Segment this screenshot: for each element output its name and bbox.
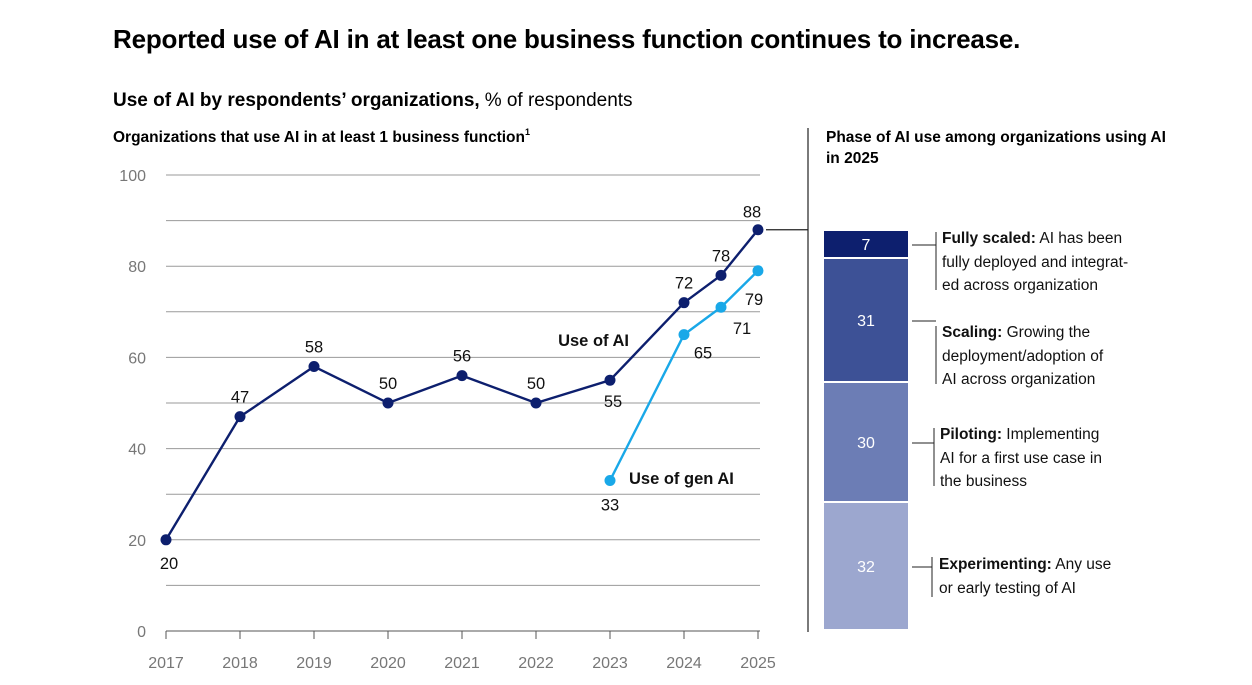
annotation-fully-scaled: Fully scaled: AI has been fully deployed … <box>942 227 1128 298</box>
annotation-fully-scaled-line-2: fully deployed and integrat- <box>942 253 1129 271</box>
ai-use-data-label: 88 <box>743 204 761 222</box>
x-tick-label: 2023 <box>592 655 628 672</box>
genai-use-point <box>604 475 616 487</box>
ai-use-point <box>456 370 468 382</box>
bar-segment-value: 7 <box>862 237 871 254</box>
x-tick-label: 2018 <box>222 655 258 672</box>
line-chart-heading-text: Organizations that use AI in at least 1 … <box>113 129 525 146</box>
subtitle-bold: Use of AI by respondents’ organizations, <box>113 90 480 111</box>
ai-use-data-label: 55 <box>604 393 622 411</box>
ai-use-data-label: 58 <box>305 339 323 357</box>
subtitle-unit: % of respondents <box>484 90 633 111</box>
y-tick-label: 20 <box>128 533 146 550</box>
x-tick-label: 2019 <box>296 655 332 672</box>
ai-use-point <box>308 361 320 373</box>
genai-use-data-label: 71 <box>733 320 751 338</box>
bar-segment-fully-scaled <box>824 231 908 257</box>
annotation-piloting-line-1: Implementing <box>1002 426 1100 443</box>
annotation-experimenting-line-2: or early testing of AI <box>939 579 1076 597</box>
ai-use-point <box>382 397 394 409</box>
x-tick-label: 2022 <box>518 655 554 672</box>
annotation-experimenting-label: Experimenting: <box>939 556 1052 573</box>
y-tick-label: 100 <box>119 168 146 185</box>
bar-segment-piloting <box>824 383 908 501</box>
annotation-experimenting: Experimenting: Any use or early testing o… <box>939 553 1111 600</box>
ai-use-point <box>752 224 764 236</box>
chart-title: Reported use of AI in at least one busin… <box>113 24 1021 54</box>
annotation-piloting-line-2: AI for a first use case in <box>940 449 1102 467</box>
annotation-piloting-line-3: the business <box>940 473 1028 490</box>
chart-subtitle: Use of AI by respondents’ organizations,… <box>113 90 633 112</box>
ai-use-data-label: 50 <box>527 375 545 393</box>
annotation-fully-scaled-line-3: ed across organization <box>942 277 1098 294</box>
annotation-experimenting-line-1: Any use <box>1051 556 1112 573</box>
genai-use-line <box>608 269 759 482</box>
genai-use-data-label: 65 <box>694 345 712 363</box>
y-tick-label: 80 <box>128 259 146 276</box>
annotation-fully-scaled-line-1: AI has been <box>1035 230 1123 247</box>
bar-segment-value: 30 <box>857 435 875 452</box>
genai-use-series-label: Use of gen AI <box>629 470 734 488</box>
annotation-scaling-label: Scaling: <box>942 324 1003 341</box>
ai-use-point <box>604 374 616 386</box>
ai-use-series-label: Use of AI <box>558 332 629 350</box>
genai-use-data-label: 79 <box>745 291 763 309</box>
ai-use-data-label: 72 <box>675 275 693 293</box>
x-tick-label: 2020 <box>370 655 406 672</box>
ai-use-data-label: 20 <box>160 555 178 573</box>
ai-use-point <box>715 269 727 281</box>
x-tick-label: 2021 <box>444 655 480 672</box>
annotation-scaling: Scaling: Growing the deployment/adoption … <box>942 321 1103 392</box>
stacked-bar-heading: Phase of AI use among organizations usin… <box>826 129 1166 167</box>
bar-segment-value: 32 <box>857 559 875 576</box>
annotation-fully-scaled-label: Fully scaled: <box>942 230 1036 247</box>
annotation-piloting-label: Piloting: <box>940 426 1002 443</box>
bar-segment-value: 31 <box>857 313 875 330</box>
x-tick-label: 2025 <box>740 655 776 672</box>
ai-use-data-label: 78 <box>712 247 730 265</box>
genai-use-data-label: 33 <box>601 497 619 515</box>
genai-use-point <box>678 329 690 341</box>
genai-use-point <box>752 265 764 277</box>
annotation-scaling-line-3: AI across organization <box>942 371 1096 388</box>
x-tick-label: 2024 <box>666 655 702 672</box>
ai-use-data-label: 56 <box>453 348 471 366</box>
x-tick-label: 2017 <box>148 655 184 672</box>
annotation-scaling-line-1: Growing the <box>1002 324 1091 341</box>
annotation-scaling-line-2: deployment/adoption of <box>942 347 1104 365</box>
ai-use-point <box>160 534 172 546</box>
annotation-piloting: Piloting: Implementing AI for a first use… <box>940 423 1102 494</box>
bar-segment-scaling <box>824 259 908 381</box>
ai-use-point <box>530 397 542 409</box>
ai-use-point <box>678 297 690 309</box>
footnote-marker: 1 <box>524 127 530 137</box>
line-chart-heading: Organizations that use AI in at least 1 … <box>113 127 530 147</box>
ai-use-data-label: 50 <box>379 375 397 393</box>
y-tick-label: 60 <box>128 350 146 367</box>
y-tick-label: 40 <box>128 442 146 459</box>
genai-use-point <box>715 301 727 313</box>
ai-use-data-label: 47 <box>231 389 249 407</box>
ai-use-point <box>234 411 246 423</box>
bar-segment-experimenting <box>824 503 908 629</box>
ai-use-line <box>164 228 759 541</box>
y-tick-label: 0 <box>137 624 146 641</box>
